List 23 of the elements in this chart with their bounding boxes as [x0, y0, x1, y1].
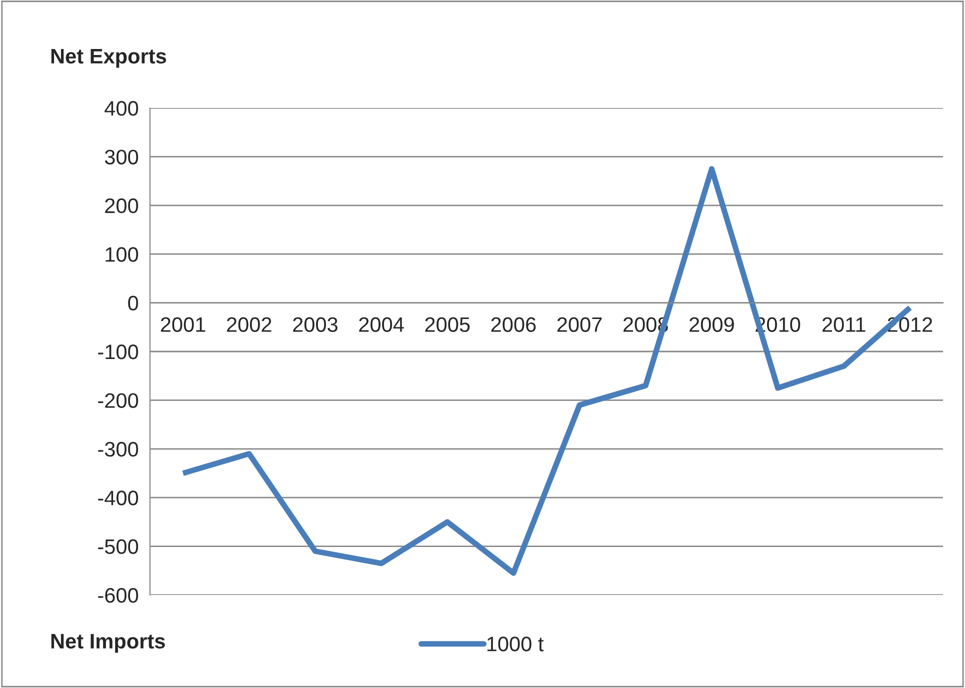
- y-tick-label: 0: [128, 296, 138, 311]
- y-tick-label: 400: [104, 101, 138, 116]
- y-tick-label: -400: [98, 490, 138, 506]
- y-tick-label: -100: [98, 344, 138, 360]
- x-tick-label: 2002: [227, 317, 272, 332]
- x-tick-label: 2003: [293, 317, 338, 332]
- x-tick-label: 2006: [491, 317, 536, 332]
- x-tick-label: 2001: [160, 317, 206, 332]
- text: Net Exports: [51, 49, 166, 68]
- x-tick-label: 2004: [359, 317, 404, 332]
- y-tick-label: -300: [98, 442, 138, 457]
- y-tick-label: -600: [98, 588, 138, 603]
- x-tick-label: 2005: [425, 317, 470, 332]
- x-tick-label: 2007: [557, 317, 602, 332]
- legend-label: 1000 t: [487, 636, 544, 652]
- text: Net Imports: [51, 634, 165, 653]
- y-tick-label: -200: [98, 393, 138, 408]
- y-tick-label: 100: [106, 247, 138, 262]
- x-tick-label: 2011: [822, 317, 866, 332]
- y-tick-label: 300: [104, 150, 138, 164]
- y-tick-label: 200: [105, 198, 138, 214]
- x-tick-label: 2009: [690, 317, 734, 332]
- y-tick-label: -500: [98, 539, 138, 554]
